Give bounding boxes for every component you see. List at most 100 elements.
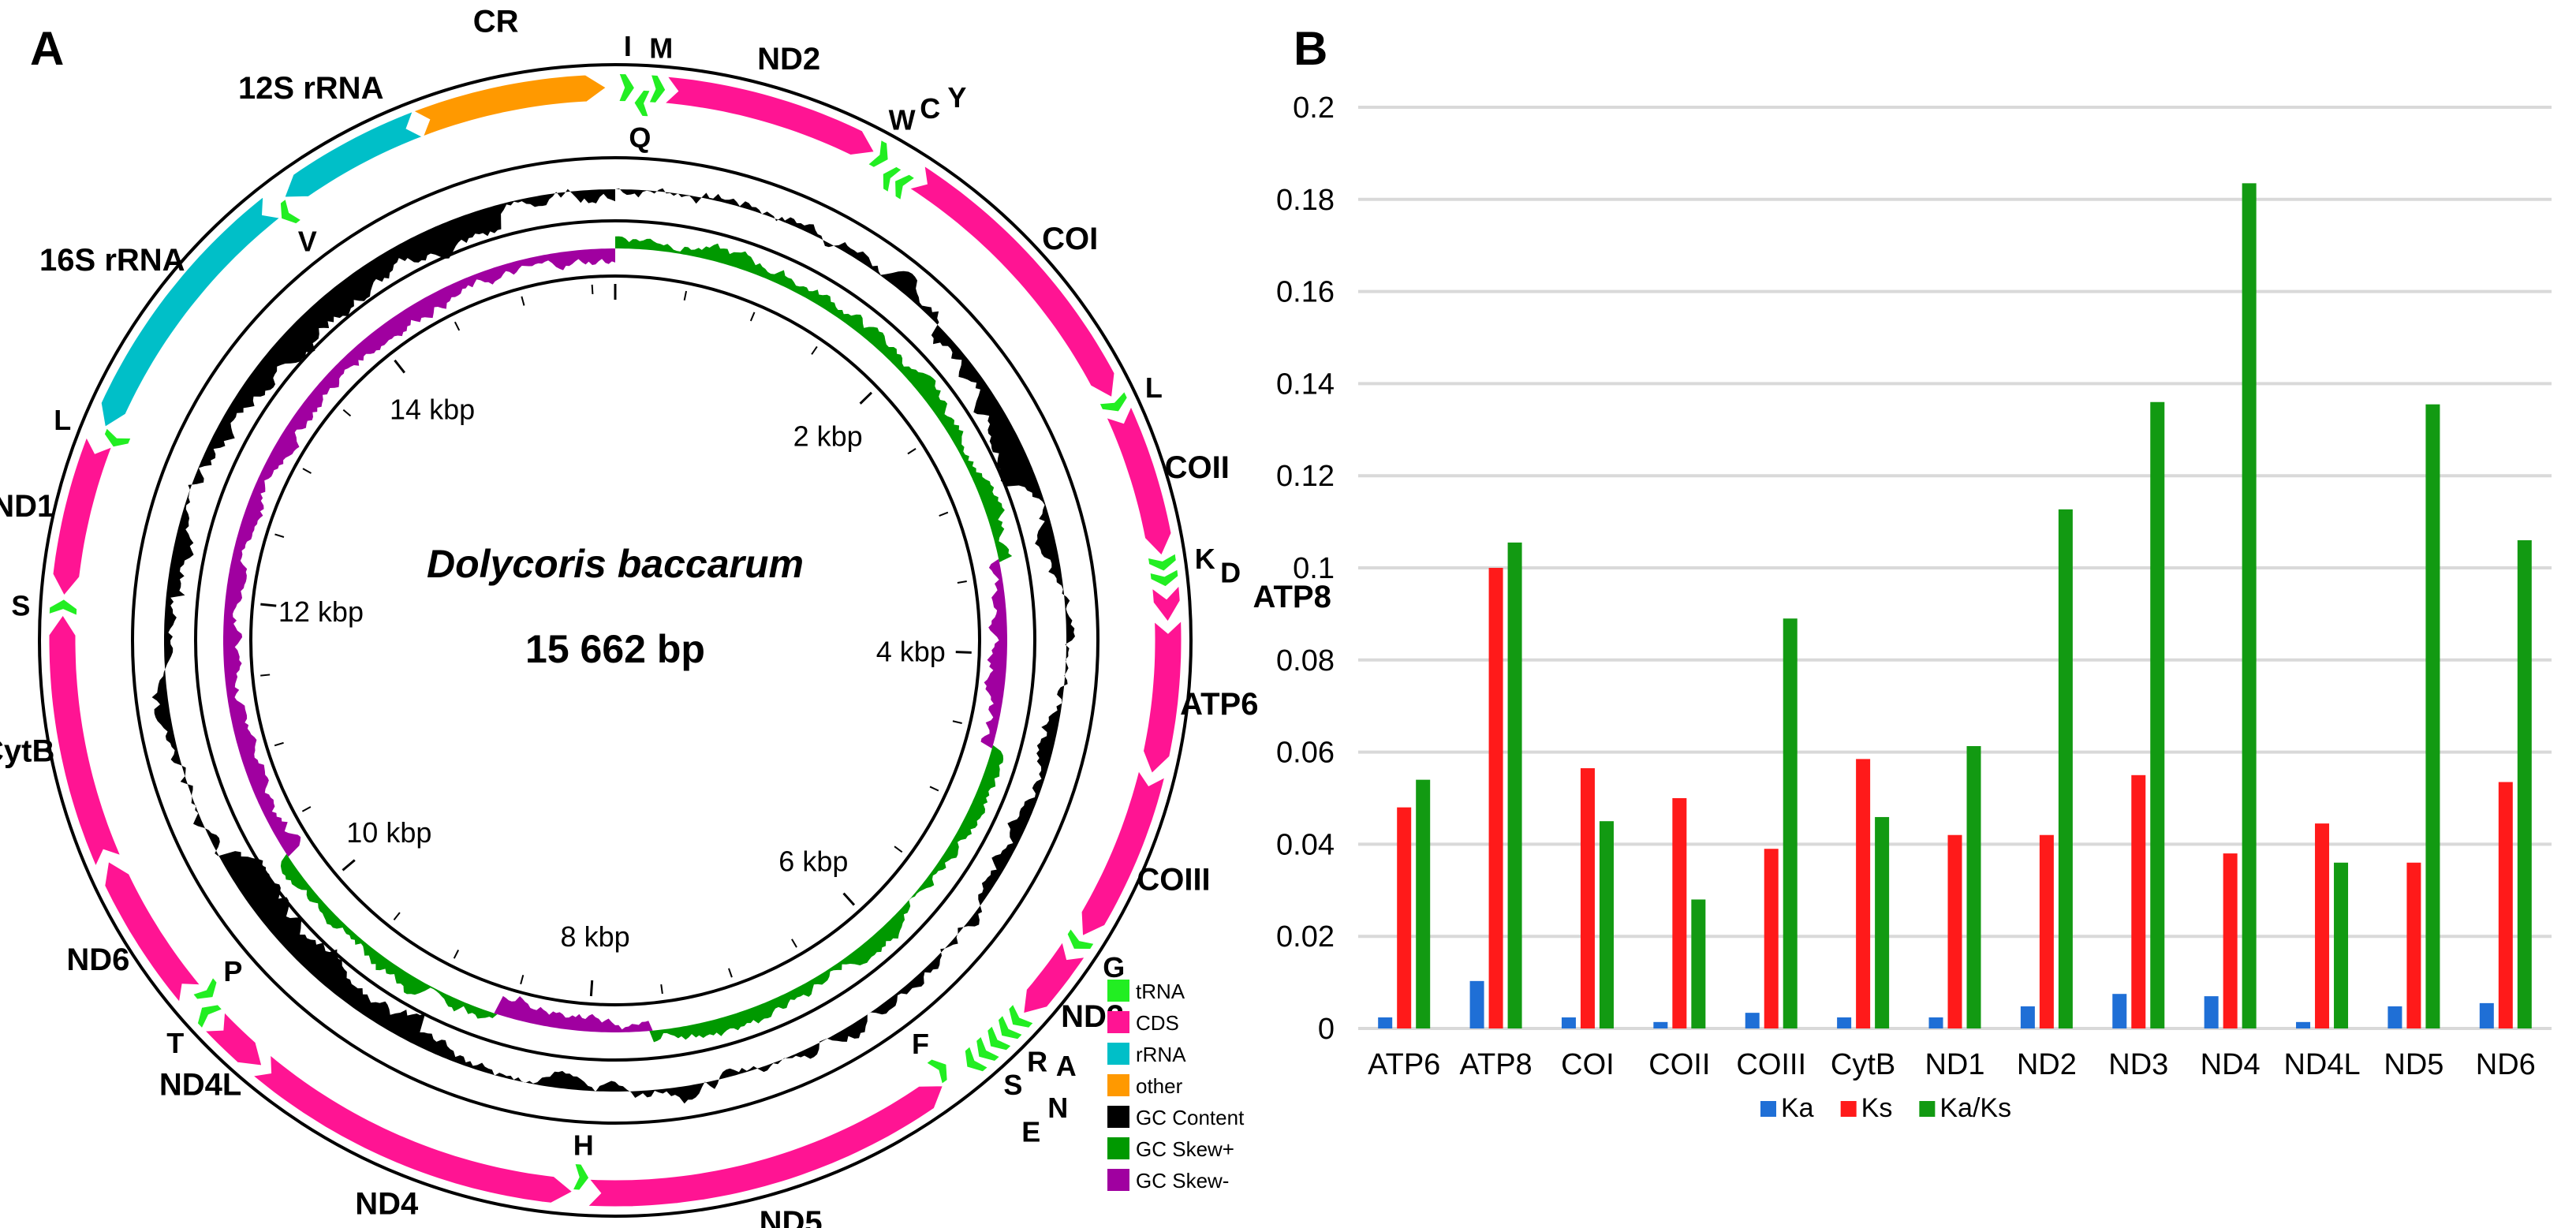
gene-label: S: [11, 589, 30, 621]
gene-label: COI: [1042, 222, 1098, 256]
x-tick-label: ND4: [2201, 1048, 2261, 1081]
genome-map: 2 kbp 4 kbp 6 kbp 8 kbp 10 kbp 12 kbp 14 kbp I Q…: [0, 5, 1331, 1228]
bar-ks-cytb: [1856, 759, 1871, 1028]
scale-tick-label: 10 kbp: [346, 816, 431, 849]
legend-swatch-gc_skew_plus: [1107, 1137, 1129, 1159]
scale-tick: [520, 974, 525, 985]
legend-swatch-ka: [1760, 1101, 1776, 1117]
legend-label-ks: Ks: [1861, 1093, 1893, 1123]
gene-arrow-cds: [1142, 620, 1182, 774]
bar-ka-ks-nd5: [2425, 404, 2440, 1028]
gene-label: COIII: [1137, 863, 1210, 898]
bar-ka-ks-nd6: [2517, 539, 2532, 1028]
y-tick-label: 0.1: [1293, 552, 1335, 585]
bar-ks-coiii: [1764, 849, 1779, 1028]
gene-label: M: [649, 32, 673, 64]
legend-label-gc_skew_plus: GC Skew+: [1136, 1137, 1234, 1161]
scale-tick: [393, 912, 401, 921]
scale-tick: [660, 984, 663, 995]
gene-label: P: [223, 955, 242, 987]
scale-tick: [842, 892, 856, 906]
legend-label-CDS: CDS: [1136, 1011, 1179, 1035]
panel-a-label: A: [30, 22, 64, 75]
gene-arrow-trna: [280, 200, 301, 224]
gene-label: ND2: [757, 42, 820, 77]
gene-arrow-cds: [1152, 584, 1181, 622]
scale-tick-label: 12 kbp: [278, 595, 364, 628]
gene-label: CR: [473, 5, 519, 39]
x-tick-label: COI: [1561, 1048, 1615, 1081]
x-tick-label: ND1: [1925, 1048, 1984, 1081]
y-tick-label: 0.18: [1276, 184, 1335, 217]
legend-swatch-rRNA: [1107, 1043, 1129, 1065]
legend-swatch-tRNA: [1107, 980, 1129, 1002]
x-tick-label: ND3: [2108, 1048, 2168, 1081]
scale-tick: [342, 859, 356, 872]
gene-arrow-cds: [203, 1011, 263, 1066]
y-tick-label: 0.08: [1276, 644, 1335, 677]
gene-label: ND1: [0, 489, 54, 524]
scale-tick: [683, 290, 688, 301]
gene-arrow-trna: [895, 174, 914, 200]
ring-circle-3: [249, 274, 981, 1006]
legend-label-gc_content: GC Content: [1136, 1106, 1245, 1129]
ring-circle-1: [131, 156, 1099, 1125]
y-tick-label: 0.06: [1276, 737, 1335, 770]
bar-ka-coii: [1653, 1021, 1668, 1028]
gene-arrow-cds: [104, 860, 201, 1003]
scale-tick: [274, 533, 285, 538]
legend-label-ka-ks: Ka/Ks: [1939, 1093, 2011, 1123]
gene-label: ATP6: [1180, 687, 1258, 722]
scale-tick: [728, 968, 733, 978]
species-name: Dolycoris baccarum: [427, 542, 804, 586]
x-tick-label: ND2: [2017, 1048, 2077, 1081]
scale-tick: [894, 845, 903, 853]
legend-label-rRNA: rRNA: [1136, 1043, 1186, 1066]
bar-chart: 0 0.02 0.04 0.06 0.08 0.1 0.12 0.14 0.16 0.18 0.2 A…: [1276, 91, 2552, 1123]
gene-arrow-other: [413, 74, 607, 137]
bar-ks-nd2: [2039, 834, 2054, 1028]
bar-ka-ks-nd2: [2058, 509, 2073, 1028]
scale-tick: [454, 321, 461, 331]
bar-ka-atp6: [1378, 1017, 1393, 1028]
gene-label: L: [54, 404, 71, 436]
gene-arrow-cds: [587, 1085, 944, 1207]
gene-arrow-trna: [1148, 554, 1176, 571]
scale-tick-label: 8 kbp: [561, 920, 630, 953]
y-tick-label: 0.16: [1276, 276, 1335, 309]
x-tick-label: COII: [1648, 1048, 1710, 1081]
scale-tick: [342, 409, 352, 417]
bar-ka-ks-atp6: [1416, 779, 1431, 1028]
y-tick-label: 0.12: [1276, 460, 1335, 493]
gene-arrow-cds: [1023, 941, 1086, 1014]
bar-ka-nd4l: [2296, 1021, 2311, 1028]
scale-tick-label: 14 kbp: [390, 393, 475, 425]
bar-ka-nd6: [2479, 1002, 2494, 1028]
gene-arrow-cds: [909, 165, 1115, 398]
legend-label-other: other: [1136, 1074, 1183, 1098]
scale-tick: [859, 391, 873, 405]
gene-arrow-trna: [883, 166, 902, 192]
gene-label: Q: [629, 121, 651, 154]
gene-arrow-cds: [663, 76, 875, 156]
scale-tick: [907, 448, 917, 455]
gene-label: C: [920, 92, 940, 125]
gene-label: Y: [947, 81, 966, 114]
gene-label: W: [889, 103, 916, 136]
bar-ka-ks-cytb: [1875, 816, 1890, 1028]
gene-arrow-cds: [52, 436, 113, 596]
scale-tick: [591, 284, 594, 294]
y-tick-label: 0.14: [1276, 368, 1335, 401]
bar-ks-nd4: [2223, 853, 2238, 1028]
scale-tick: [939, 511, 949, 517]
gene-arrow-trna: [965, 1047, 987, 1072]
gene-label: 12S rRNA: [238, 71, 384, 106]
gene-label: R: [1027, 1046, 1047, 1078]
gene-label: L: [1145, 371, 1163, 404]
scale-tick: [955, 651, 972, 654]
bar-ks-coii: [1672, 798, 1687, 1028]
bar-ka-ks-nd1: [1966, 746, 1981, 1028]
gene-arrow-trna: [49, 599, 77, 615]
bar-ka-ks-nd4l: [2334, 862, 2349, 1028]
bar-ka-coi: [1561, 1017, 1576, 1028]
